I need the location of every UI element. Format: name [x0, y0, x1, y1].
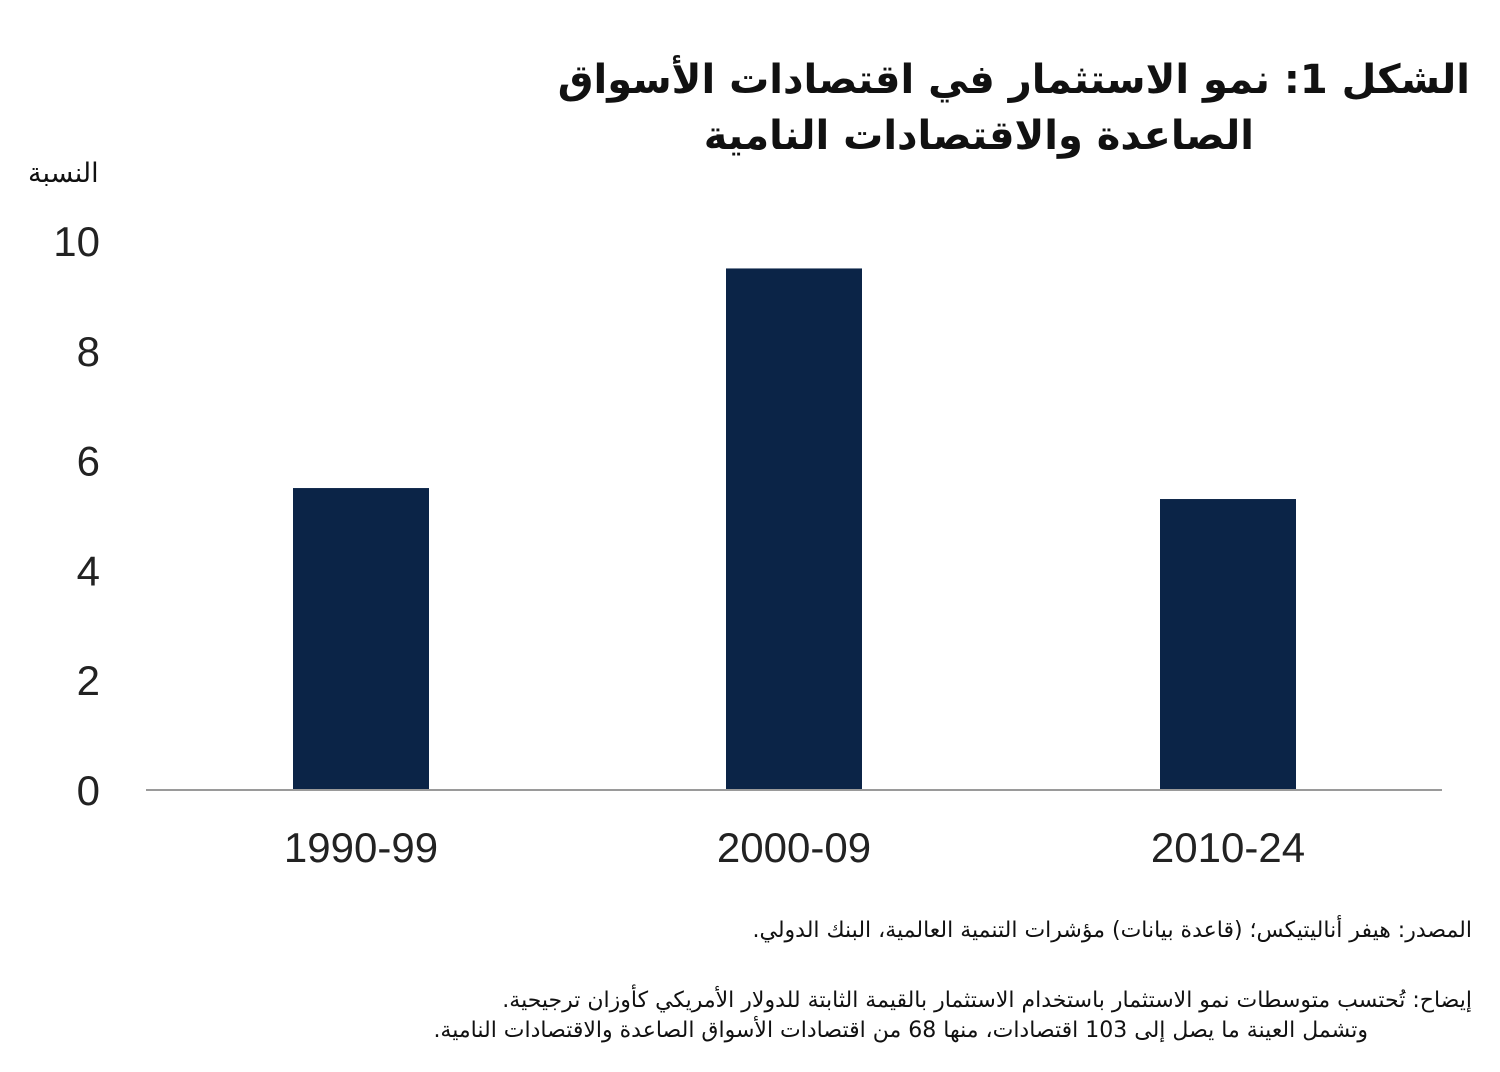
y-tick-label: 0: [77, 767, 100, 814]
y-tick-label: 6: [77, 438, 100, 485]
explanation-note-line-1: إيضاح: تُحتسب متوسطات نمو الاستثمار باست…: [502, 988, 1472, 1013]
bar-2010-24: [1160, 499, 1296, 790]
y-tick-label: 2: [77, 657, 100, 704]
bar-1990-99: [293, 488, 429, 790]
y-axis-ticks: 0 2 4 6 8 10: [53, 218, 100, 814]
bar-chart: 0 2 4 6 8 10 1990-99 2000-09 2010-24: [53, 218, 1442, 871]
bar-2000-09: [726, 268, 862, 790]
y-tick-label: 4: [77, 547, 100, 594]
x-category-label: 2010-24: [1151, 824, 1305, 871]
title-line-1: الشكل 1: نمو الاستثمار في اقتصادات الأسو…: [557, 57, 1470, 103]
explanation-note-line-2: وتشمل العينة ما يصل إلى 103 اقتصادات، من…: [433, 1018, 1368, 1043]
title-line-2: الصاعدة والاقتصادات النامية: [703, 113, 1254, 159]
y-tick-label: 8: [77, 328, 100, 375]
x-category-label: 1990-99: [284, 824, 438, 871]
chart-title: الشكل 1: نمو الاستثمار في اقتصادات الأسو…: [370, 52, 1470, 164]
bars: [293, 268, 1296, 790]
source-note: المصدر: هيفر أناليتيكس؛ (قاعدة بيانات) م…: [752, 918, 1472, 943]
x-axis-categories: 1990-99 2000-09 2010-24: [284, 824, 1305, 871]
y-axis-label: النسبة: [28, 158, 99, 189]
x-category-label: 2000-09: [717, 824, 871, 871]
y-tick-label: 10: [53, 218, 100, 265]
